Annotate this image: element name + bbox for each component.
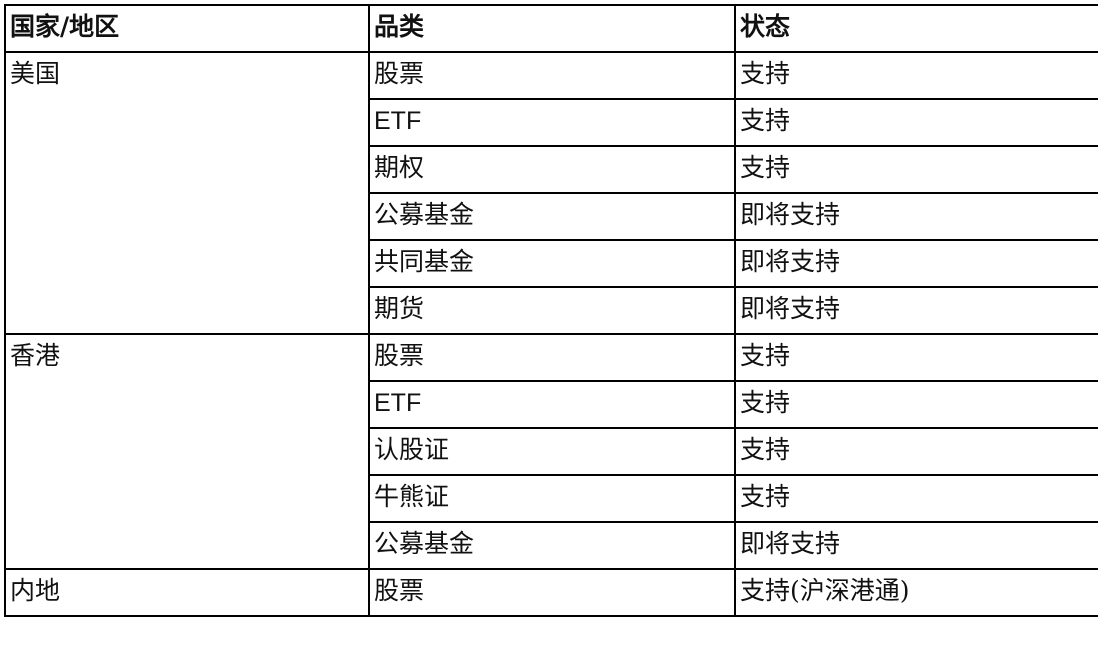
status-cell: 支持(沪深港通) [734, 568, 1098, 617]
category-cell: 牛熊证 [368, 474, 736, 523]
category-cell: 股票 [368, 51, 736, 100]
region-cell: 美国 [4, 51, 370, 335]
table-row: 期权 支持 [5, 145, 1098, 194]
status-cell: 支持 [734, 333, 1098, 382]
header-region: 国家/地区 [4, 4, 370, 53]
header-status: 状态 [734, 4, 1098, 53]
category-cell: ETF [368, 380, 736, 429]
table-row: 牛熊证 支持 [5, 474, 1098, 523]
category-cell: 认股证 [368, 427, 736, 476]
category-cell: ETF [368, 98, 736, 147]
status-cell: 支持 [734, 145, 1098, 194]
header-row: 国家/地区 品类 状态 [4, 4, 1098, 53]
status-cell: 即将支持 [734, 239, 1098, 288]
table-row: 公募基金 即将支持 [5, 192, 1098, 241]
table-row: ETF 支持 [5, 380, 1098, 429]
header-category: 品类 [368, 4, 736, 53]
status-cell: 支持 [734, 474, 1098, 523]
status-cell: 支持 [734, 51, 1098, 100]
category-cell: 共同基金 [368, 239, 736, 288]
region-cell: 内地 [4, 568, 370, 617]
table-row: 共同基金 即将支持 [5, 239, 1098, 288]
table-row: 美国 股票 支持 [4, 51, 1098, 335]
status-cell: 支持 [734, 427, 1098, 476]
category-cell: 期权 [368, 145, 736, 194]
table-row: 内地 股票 支持(沪深港通) [4, 568, 1098, 617]
region-cell: 香港 [4, 333, 370, 570]
category-cell: 期货 [368, 286, 736, 335]
table-row: ETF 支持 [5, 98, 1098, 147]
status-cell: 支持 [734, 380, 1098, 429]
status-cell: 即将支持 [734, 192, 1098, 241]
category-cell: 股票 [368, 333, 736, 382]
table-row: 香港 股票 支持 [4, 333, 1098, 570]
category-cell: 股票 [368, 568, 736, 617]
status-cell: 即将支持 [734, 286, 1098, 335]
category-cell: 公募基金 [368, 521, 736, 570]
table-row: 公募基金 即将支持 [5, 521, 1098, 570]
table-row: 认股证 支持 [5, 427, 1098, 476]
status-cell: 支持 [734, 98, 1098, 147]
category-cell: 公募基金 [368, 192, 736, 241]
table-row: 期货 即将支持 [5, 286, 1098, 335]
market-support-table: 国家/地区 品类 状态 美国 股票 支持 ETF 支持 期权 支持 公募基金 即将支持 共同基金即… [4, 4, 1098, 617]
status-cell: 即将支持 [734, 521, 1098, 570]
